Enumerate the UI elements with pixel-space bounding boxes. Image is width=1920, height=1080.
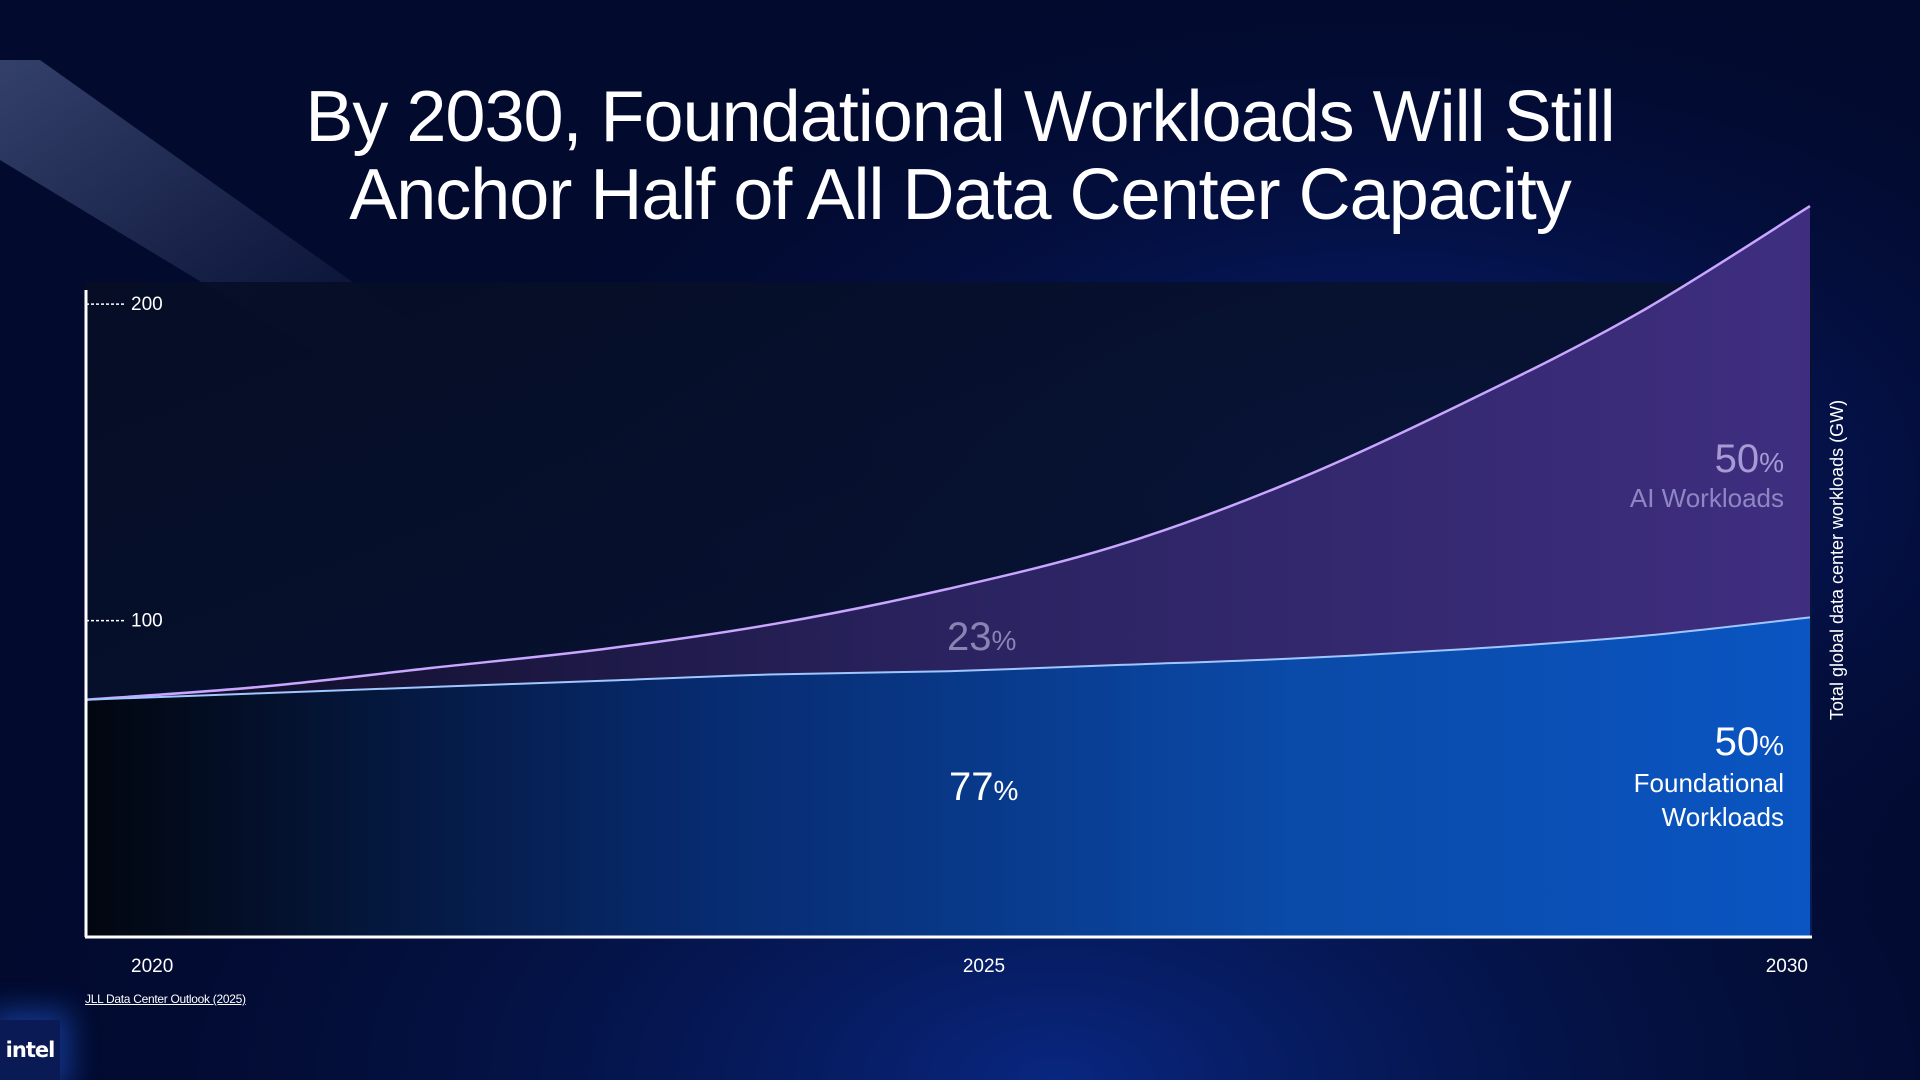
y-tick-label-200: 200 xyxy=(131,294,163,315)
pct-ai-2025: 23% xyxy=(947,615,1016,659)
ai-area xyxy=(86,206,1810,700)
pct-fw-2030: 50% xyxy=(1715,720,1784,764)
title-line-2: Anchor Half of All Data Center Capacity xyxy=(349,155,1572,235)
x-tick-2030: 2030 xyxy=(1766,956,1808,977)
label-foundational-line2: Workloads xyxy=(1662,802,1784,832)
slide-title: By 2030, Foundational Workloads Will Sti… xyxy=(0,78,1920,234)
source-citation[interactable]: JLL Data Center Outlook (2025) xyxy=(85,992,246,1006)
foundational-line xyxy=(85,616,1811,701)
y-tick-label-100: 100 xyxy=(131,611,163,632)
pct-fw-2025-value: 77 xyxy=(949,765,994,809)
x-tick-2020: 2020 xyxy=(131,956,173,977)
pct-fw-2025: 77% xyxy=(949,765,1018,809)
pct-ai-2030-value: 50 xyxy=(1715,437,1760,481)
pct-fw-2030-value: 50 xyxy=(1715,720,1760,764)
foundational-area xyxy=(86,617,1810,937)
label-ai-workloads: AI Workloads xyxy=(1630,483,1784,513)
pct-ai-2030-unit: % xyxy=(1759,447,1784,478)
total-line xyxy=(85,205,1811,701)
x-tick-2025: 2025 xyxy=(963,956,1005,977)
title-line-1: By 2030, Foundational Workloads Will Sti… xyxy=(305,77,1615,157)
pct-fw-2025-unit: % xyxy=(994,775,1019,806)
pct-ai-2030: 50% xyxy=(1715,437,1784,481)
pct-ai-2025-value: 23 xyxy=(947,615,992,659)
intel-logo: intel xyxy=(0,1020,60,1080)
y-ticks: 100 200 xyxy=(86,294,163,632)
pct-fw-2030-unit: % xyxy=(1759,730,1784,761)
pct-ai-2025-unit: % xyxy=(992,625,1017,656)
intel-logo-text: intel xyxy=(5,1038,56,1062)
y-axis-label: Total global data center workloads (GW) xyxy=(1827,400,1847,720)
label-foundational-line1: Foundational xyxy=(1634,768,1784,798)
